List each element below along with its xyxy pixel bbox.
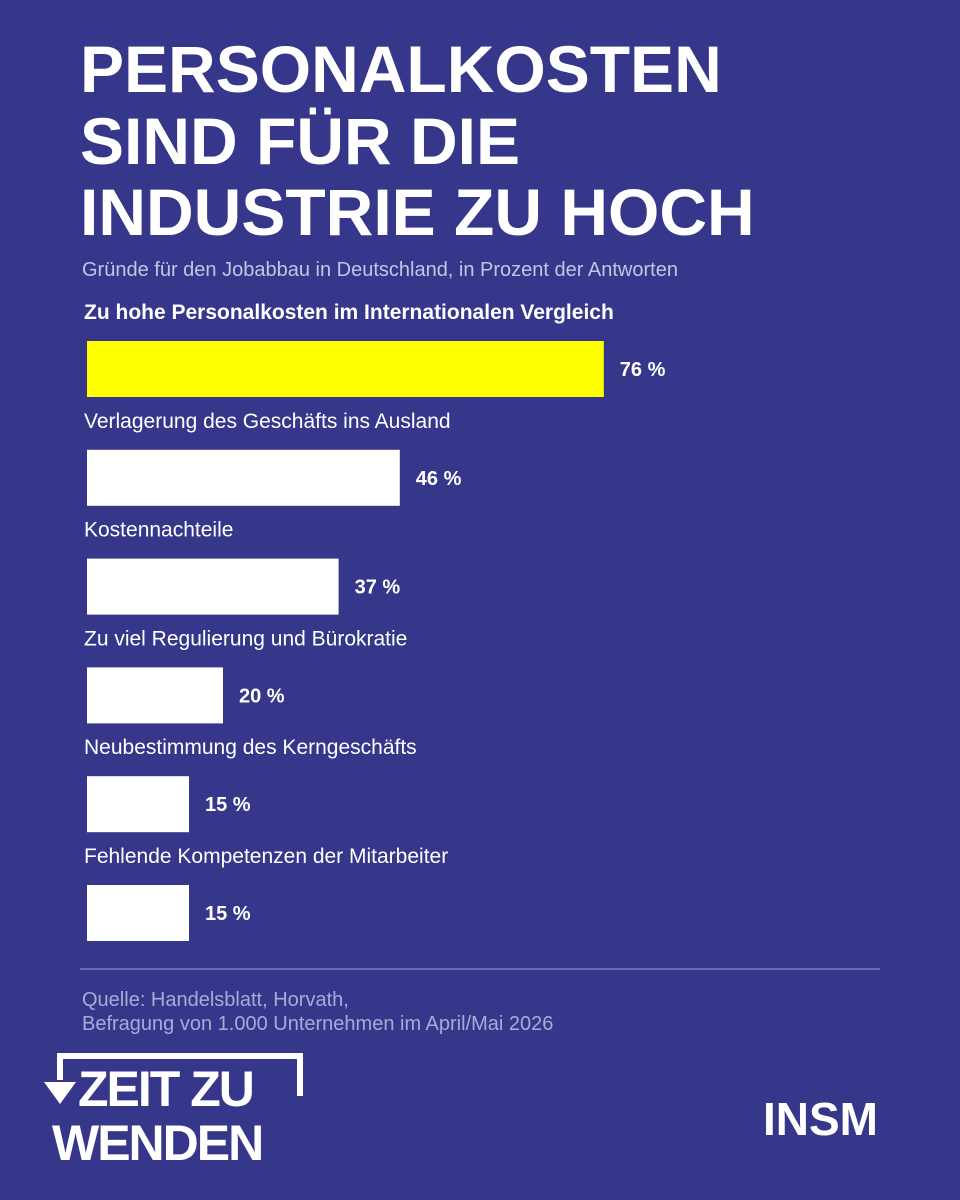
bar [87, 667, 223, 724]
bar [87, 341, 604, 397]
category-label: Fehlende Kompetenzen der Mitarbeiter [84, 845, 448, 868]
value-label: 20 % [239, 685, 285, 707]
bar [87, 449, 400, 506]
category-label: Zu viel Regulierung und Bürokratie [84, 627, 407, 650]
category-label: Kostennachteile [84, 519, 233, 542]
bar [87, 776, 189, 833]
source: Quelle: Handelsblatt, Horvath, [82, 989, 349, 1011]
category-label: Zu hohe Personalkosten im Internationale… [84, 301, 614, 324]
campaign-logo: ZEIT ZU WENDEN [44, 1053, 303, 1171]
title-line: INDUSTRIE ZU HOCH [80, 175, 755, 249]
value-label: 15 % [205, 903, 251, 925]
logo-frame [57, 1053, 303, 1096]
value-label: 15 % [205, 794, 251, 816]
bar [87, 885, 189, 941]
value-label: 76 % [620, 359, 666, 381]
category-label: Verlagerung des Geschäfts ins Ausland [84, 410, 451, 433]
bar [87, 558, 339, 615]
title-line: PERSONALKOSTEN [80, 32, 722, 106]
title-line: SIND FÜR DIE [80, 104, 520, 178]
subtitle: Gründe für den Jobabbau in Deutschland, … [82, 259, 678, 281]
value-label: 37 % [355, 577, 401, 599]
campaign-line: ZEIT ZU [78, 1061, 253, 1117]
logo-arrow [44, 1082, 76, 1104]
logo: INSM [763, 1093, 878, 1145]
category-label: Neubestimmung des Kerngeschäfts [84, 736, 417, 759]
value-label: 46 % [416, 468, 462, 490]
campaign-line: WENDEN [52, 1115, 262, 1171]
source: Befragung von 1.000 Unternehmen im April… [82, 1013, 553, 1035]
